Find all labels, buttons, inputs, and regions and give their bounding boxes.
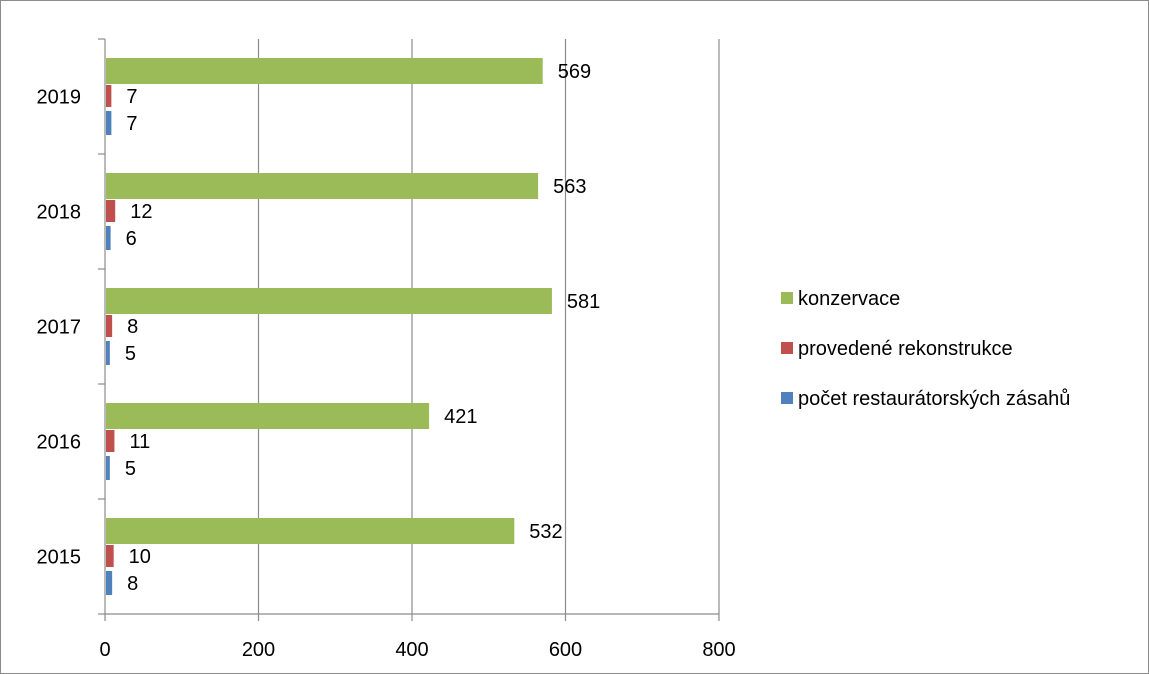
bar — [106, 200, 116, 222]
bar — [106, 545, 114, 567]
bar — [106, 341, 110, 365]
legend-entry: provedené rekonstrukce — [798, 338, 1013, 360]
bar — [106, 456, 110, 480]
x-tick-label: 800 — [702, 639, 735, 661]
legend-swatch — [781, 292, 793, 304]
bar — [106, 173, 539, 199]
y-category-label: 2016 — [37, 432, 82, 454]
data-label: 11 — [129, 431, 150, 453]
legend-swatch — [781, 392, 793, 404]
bar — [106, 571, 113, 595]
data-label: 5 — [125, 458, 136, 480]
bar — [106, 403, 430, 429]
y-category-label: 2017 — [37, 317, 82, 339]
x-tick-label: 600 — [549, 639, 582, 661]
data-label: 7 — [126, 113, 137, 135]
data-label: 7 — [126, 86, 137, 108]
data-label: 12 — [130, 201, 152, 223]
legend-entry: konzervace — [798, 288, 900, 310]
bar — [106, 85, 112, 107]
x-tick-label: 200 — [242, 639, 275, 661]
axes: 0 200 400 600 800 2015 2016 2017 2018 2019 — [37, 38, 736, 661]
x-tick-label: 400 — [395, 639, 428, 661]
data-label: 5 — [125, 343, 136, 365]
x-tick-label: 0 — [99, 639, 110, 661]
data-label: 8 — [127, 316, 138, 338]
data-labels: 8 10 532 5 11 421 5 8 581 6 12 563 7 7 569 — [125, 61, 600, 595]
data-label: 581 — [567, 291, 600, 313]
data-label: 563 — [553, 176, 586, 198]
bar — [106, 315, 113, 337]
legend-swatch — [781, 342, 793, 354]
bars — [106, 58, 552, 595]
bar — [106, 430, 115, 452]
bar — [106, 518, 515, 544]
bar — [106, 288, 552, 314]
bar — [106, 226, 111, 250]
data-label: 421 — [444, 406, 477, 428]
data-label: 569 — [558, 61, 591, 83]
data-label: 6 — [126, 228, 137, 250]
data-label: 532 — [529, 521, 562, 543]
legend: konzervace provedené rekonstrukce počet re… — [781, 288, 1070, 410]
y-category-label: 2018 — [37, 202, 82, 224]
bar — [106, 111, 112, 135]
y-category-label: 2015 — [37, 547, 82, 569]
legend-entry: počet restaurátorských zásahů — [798, 388, 1070, 410]
data-label: 8 — [127, 573, 138, 595]
y-category-label: 2019 — [37, 87, 82, 109]
data-label: 10 — [129, 546, 151, 568]
bar — [106, 58, 543, 84]
